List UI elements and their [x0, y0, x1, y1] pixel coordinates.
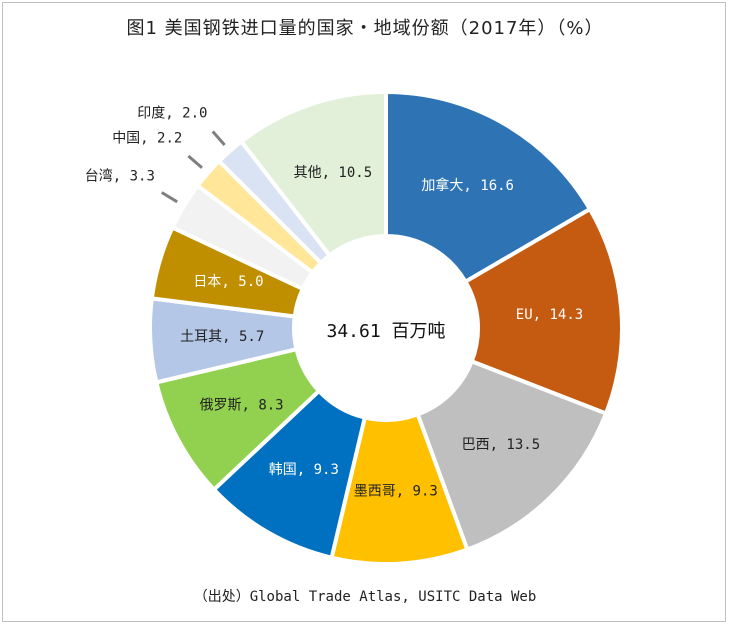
- chart-source: （出处）Global Trade Atlas, USITC Data Web: [193, 589, 537, 605]
- slice-2: [415, 358, 609, 553]
- slice-label-3: 墨西哥, 9.3: [354, 484, 438, 500]
- center-label: 34.61 百万吨: [326, 321, 445, 342]
- slice-label-1: EU, 14.3: [516, 307, 583, 323]
- chart-title: 图1 美国钢铁进口量的国家・地域份额（2017年）（%）: [126, 18, 604, 39]
- slice-label-0: 加拿大, 16.6: [421, 177, 514, 194]
- slice-0: [384, 89, 593, 285]
- slice-1: [462, 206, 624, 417]
- slice-11: [238, 89, 388, 259]
- slice-label-10: 印度, 2.0: [137, 105, 207, 121]
- slice-label-4: 韩国, 9.3: [269, 462, 339, 478]
- slice-label-9: 中国, 2.2: [112, 131, 182, 147]
- slice-label-2: 巴西, 13.5: [462, 437, 541, 453]
- slice-label-6: 土耳其, 5.7: [180, 329, 264, 345]
- slice-label-5: 俄罗斯, 8.3: [199, 398, 283, 414]
- leader-line-9: [187, 154, 203, 169]
- slice-label-8: 台湾, 3.3: [85, 167, 155, 184]
- leader-line-10: [211, 130, 226, 146]
- slice-label-7: 日本, 5.0: [193, 274, 263, 290]
- leader-line-8: [160, 191, 178, 204]
- slice-label-11: 其他, 10.5: [294, 165, 373, 181]
